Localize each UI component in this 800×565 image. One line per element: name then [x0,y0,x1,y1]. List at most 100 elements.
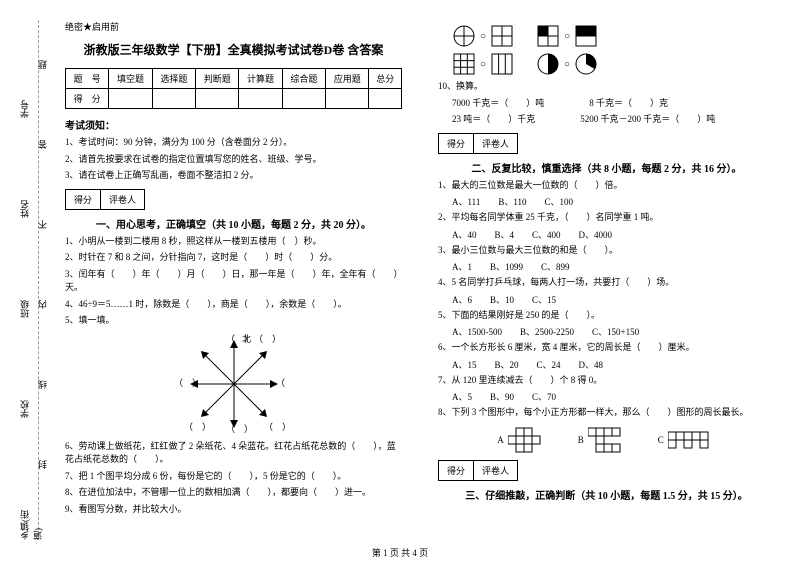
td-7 [369,89,402,109]
th-1: 填空题 [109,69,152,89]
cmp-3: ○ [480,59,486,70]
th-4: 计算题 [239,69,282,89]
r-q5-o: A、1500-500 B、2500-2250 C、150+150 [452,325,775,338]
r-q4-o: A、6 B、10 C、15 [452,293,775,306]
circle-quarters-icon [452,24,476,48]
q10-head: 10、换算。 [438,80,775,94]
r-q6: 6、一个长方形长 6 厘米，宽 4 厘米，它的周长是（ ）厘米。 [438,341,775,355]
q2: 2、时针在 7 和 8 之间，分针指向 7，这时是（ ）时（ ）分。 [65,251,402,265]
sb2-grader: 评卷人 [473,133,518,154]
cmp-4: ○ [564,59,570,70]
grid-3x3-b-icon [490,52,514,76]
polyomino-c-icon [668,430,716,450]
scorebox-1: 得分 评卷人 [65,189,402,210]
svg-text:（ ）: （ ） [254,334,281,344]
r-q2: 2、平均每名同学体重 25 千克，（ ）名同学重 1 吨。 [438,211,775,225]
sb-score: 得分 [65,189,100,210]
svg-text:（ ）: （ ） [184,422,211,432]
notice-3: 3、请在试卷上正确写乱画，卷面不整洁扣 2 分。 [65,169,402,183]
svg-text:（ ）: （ ） [174,378,201,388]
right-column: ○ ○ ○ ○ 10、换算。 7000 千克＝（ ）吨 8 千克＝（ [420,20,785,550]
td-6 [326,89,369,109]
shape-a: A [497,426,548,454]
sb-grader: 评卷人 [100,189,145,210]
cube-icon [536,24,560,48]
q7: 7、把 1 个图平均分成 6 份，每份是它的（ ），5 份是它的（ ）。 [65,470,402,484]
q5: 5、填一填。 [65,314,402,328]
td-1 [109,89,152,109]
scorebox-3: 得分 评卷人 [438,460,775,481]
r-q1: 1、最大的三位数是最大一位数的（ ）倍。 [438,179,775,193]
mk-3: 不 [36,220,49,229]
r-q6-o: A、15 B、20 C、24 D、48 [452,358,775,371]
sec2-title: 二、反复比较，慎重选择（共 8 小题，每题 2 分，共 16 分）。 [438,160,775,175]
q9: 9、看图写分数，并比较大小。 [65,503,402,517]
shape-b: B [578,426,628,454]
sec3-title: 三、仔细推敲，正确判断（共 10 小题，每题 1.5 分，共 15 分）。 [438,487,775,502]
pair-1: ○ [452,24,514,48]
exam-title: 浙教版三年级数学【下册】全真模拟考试试卷D卷 含答案 [65,41,402,58]
svg-text:（ ）: （ ） [276,378,294,388]
q8: 8、在进位加法中，不管哪一位上的数相加满（ ），都要向（ ）进一。 [65,486,402,500]
grid-3x3-icon [452,52,476,76]
lbl-c: C [658,435,664,445]
pair-2: ○ [536,24,598,48]
notice-head: 考试须知： [65,117,402,132]
sb3-score: 得分 [438,460,473,481]
scorebox-2: 得分 评卷人 [438,133,775,154]
pair-3: ○ [452,52,514,76]
notice-2: 2、请首先按要求在试卷的指定位置填写您的姓名、班级、学号。 [65,153,402,167]
score-table: 题 号 填空题 选择题 判断题 计算题 综合题 应用题 总分 得 分 [65,68,402,109]
q4: 4、46÷9＝5……1 时，除数是（ ），商是（ ），余数是（ ）。 [65,298,402,312]
page-footer: 第 1 页 共 4 页 [372,546,428,559]
table-row: 题 号 填空题 选择题 判断题 计算题 综合题 应用题 总分 [66,69,402,89]
sb-id: 学号 [18,100,31,118]
notice-1: 1、考试时间：90 分钟，满分为 100 分（含卷面分 2 分）。 [65,136,402,150]
q8-shapes: A B C [438,426,775,454]
td-5 [282,89,325,109]
sb-name: 姓名 [18,200,31,218]
td-0: 得 分 [66,89,109,109]
table-row: 得 分 [66,89,402,109]
th-2: 选择题 [152,69,195,89]
q10-2: 23 吨＝（ ）千克 5200 千克－200 千克＝（ ）吨 [452,113,775,127]
r-q3-o: A、1 B、1099 C、899 [452,260,775,273]
r-q2-o: A、40 B、4 C、400 D、4000 [452,228,775,241]
r-q3: 3、最小三位数与最大三位数的和是（ ）。 [438,244,775,258]
td-4 [239,89,282,109]
r-q7: 7、从 120 里连续减去（ ）个 8 得 0。 [438,374,775,388]
fraction-icons-row1: ○ ○ [452,24,775,48]
square-grid-icon [490,24,514,48]
mk-0: 封 [36,460,49,469]
pie-half-icon [536,52,560,76]
q6: 6、劳动课上做纸花，红红做了 2 朵纸花、4 朵蓝花。红花占纸花总数的（ ），蓝… [65,440,402,467]
mk-2: 内 [36,300,49,309]
th-6: 应用题 [326,69,369,89]
r-q7-o: A、5 B、90 C、70 [452,390,775,403]
r-q5: 5、下面的结果刚好是 250 的是（ ）。 [438,309,775,323]
secret-label: 绝密★启用前 [65,20,402,33]
th-0: 题 号 [66,69,109,89]
page: 绝密★启用前 浙教版三年级数学【下册】全真模拟考试试卷D卷 含答案 题 号 填空… [0,0,800,565]
td-2 [152,89,195,109]
compass-diagram: （ ）北（ ） （ ）（ ） （ ）（ ）（ ） [65,334,402,434]
r-q4: 4、5 名同学打乒乓球，每两人打一场，共要打（ ）场。 [438,276,775,290]
fraction-icons-row2: ○ ○ [452,52,775,76]
svg-text:（ ）: （ ） [264,422,291,432]
pair-4: ○ [536,52,598,76]
left-column: 绝密★启用前 浙教版三年级数学【下册】全真模拟考试试卷D卷 含答案 题 号 填空… [55,20,420,550]
sec1-title: 一、用心思考，正确填空（共 10 小题，每题 2 分，共 20 分）。 [65,216,402,231]
shape-c: C [658,426,716,454]
mk-1: 线 [36,380,49,389]
q1: 1、小明从一楼到二楼用 8 秒，照这样从一楼到五楼用（ ）秒。 [65,235,402,249]
polyomino-a-icon [508,426,548,454]
q3: 3、闰年有（ ）年（ ）月（ ）日，那一年是（ ）年，全年有（ ）天。 [65,268,402,295]
lbl-a: A [497,435,504,445]
cmp-2: ○ [564,31,570,42]
q10-1: 7000 千克＝（ ）吨 8 千克＝（ ）克 [452,97,775,111]
compass-svg: （ ）北（ ） （ ）（ ） （ ）（ ）（ ） [174,334,294,434]
sb-class: 班级 [18,300,31,318]
th-3: 判断题 [196,69,239,89]
th-5: 综合题 [282,69,325,89]
sb3-grader: 评卷人 [473,460,518,481]
